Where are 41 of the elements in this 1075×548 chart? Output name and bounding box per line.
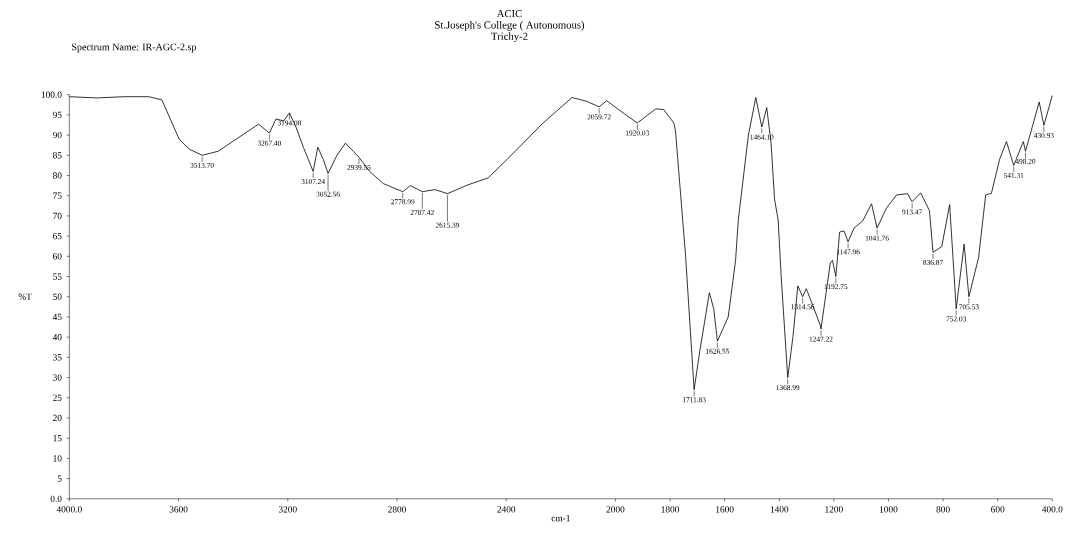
- text: Trichy-2: [491, 32, 528, 42]
- y-tick-label: 40: [52, 333, 62, 341]
- x-tick-label: 400.0: [1042, 506, 1063, 513]
- y-tick-label: 50: [53, 293, 62, 300]
- x-tick-label: 3600: [169, 506, 188, 513]
- x-axis-title: cm-1: [551, 514, 570, 522]
- chart-subtitle: St.Joseph's College ( Autonomous): [435, 20, 585, 31]
- x-tick-label: 1400: [770, 506, 789, 513]
- x-tick-label: 800: [936, 506, 950, 513]
- y-tick-label: 80: [52, 172, 62, 179]
- y-tick-label: 10: [53, 455, 62, 462]
- y-tick-label: 55: [53, 273, 62, 280]
- y-tick-label: 100.0: [41, 91, 62, 98]
- y-tick-label: 85: [52, 152, 62, 159]
- y-tick-label: 5: [57, 475, 62, 482]
- y-tick-label: 65: [53, 232, 62, 240]
- y-tick-label: 90: [52, 131, 62, 139]
- x-tick-label: 2800: [388, 506, 406, 513]
- x-tick-label: 3200: [278, 506, 297, 513]
- y-tick-label: 25: [53, 394, 62, 401]
- y-tick-label: 15: [53, 435, 62, 442]
- y-tick-label: 0.0: [50, 495, 62, 502]
- y-tick-label: 60: [53, 253, 62, 260]
- y-axis-title: %T: [18, 293, 32, 300]
- x-tick-label: 4000.0: [56, 506, 82, 513]
- x-tick-label: 2400: [497, 506, 516, 513]
- x-tick-label: 600: [991, 506, 1005, 513]
- x-tick-label: 1800: [661, 506, 680, 513]
- y-tick-label: 95: [52, 111, 62, 118]
- y-tick-label: 20: [53, 414, 62, 422]
- y-tick-label: 35: [53, 354, 62, 361]
- x-tick-label: 2000: [606, 506, 625, 513]
- x-tick-label: 1600: [716, 506, 734, 513]
- y-tick-label: 45: [52, 313, 62, 320]
- chart-title: ACIC: [496, 9, 522, 18]
- x-tick-label: 1000: [879, 506, 898, 513]
- text: Spectrum Name: IR-AGC-2.sp: [72, 43, 197, 53]
- x-tick-label: 1200: [825, 506, 843, 513]
- y-tick-label: 70: [53, 212, 62, 219]
- y-tick-label: 75: [53, 192, 62, 199]
- y-tick-label: 30: [53, 374, 62, 381]
